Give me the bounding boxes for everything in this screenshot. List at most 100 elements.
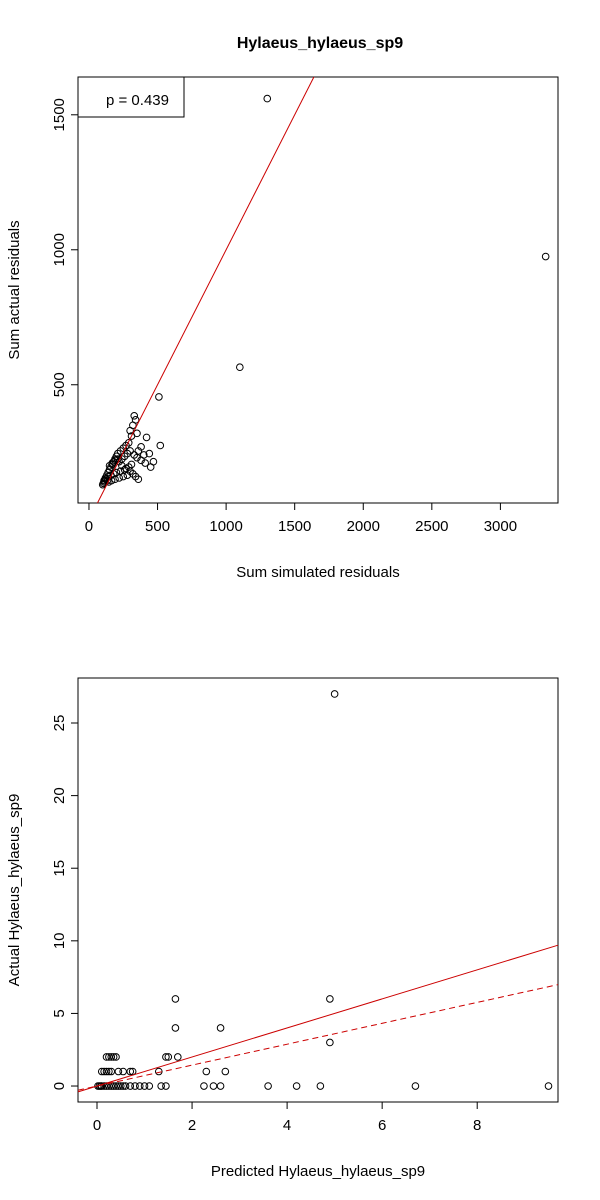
data-point bbox=[541, 252, 550, 261]
data-point bbox=[124, 438, 133, 447]
data-point bbox=[171, 1024, 180, 1032]
data-point bbox=[171, 995, 180, 1003]
data-point bbox=[129, 470, 137, 478]
x-axis: 0 500 1000 1500 2000 2500 3000 bbox=[85, 503, 517, 535]
data-point bbox=[200, 1082, 208, 1090]
data-point bbox=[145, 1082, 154, 1090]
y-axis: 0 5 10 15 20 25 bbox=[51, 715, 78, 1090]
data-point bbox=[326, 1038, 334, 1047]
data-point bbox=[164, 1053, 173, 1061]
data-point bbox=[100, 476, 108, 485]
data-point bbox=[130, 412, 139, 420]
data-points bbox=[98, 94, 550, 489]
y-tick-label: 1500 bbox=[51, 98, 68, 131]
fit-line-dashed bbox=[77, 984, 559, 1091]
data-point bbox=[119, 1082, 127, 1090]
data-point bbox=[105, 1067, 113, 1076]
data-point bbox=[123, 471, 132, 479]
data-point bbox=[116, 1082, 125, 1090]
legend-text: p = 0.439 bbox=[106, 92, 169, 109]
x-axis: 0 2 4 6 8 bbox=[93, 1102, 481, 1134]
data-point bbox=[292, 1082, 301, 1090]
data-point bbox=[126, 426, 134, 435]
data-point bbox=[174, 1053, 182, 1061]
data-point bbox=[102, 1067, 111, 1076]
data-point bbox=[154, 1067, 163, 1076]
data-point bbox=[119, 1067, 127, 1076]
data-point bbox=[114, 1067, 123, 1076]
x-axis-label: Predicted Hylaeus_hylaeus_sp9 bbox=[211, 1163, 425, 1180]
data-point bbox=[123, 449, 132, 458]
chart-title: Hylaeus_hylaeus_sp9 bbox=[237, 35, 403, 52]
data-point bbox=[162, 1053, 170, 1061]
data-point bbox=[544, 1082, 553, 1090]
data-point bbox=[105, 461, 114, 470]
x-tick-label: 2000 bbox=[347, 518, 380, 535]
y-tick-label: 1000 bbox=[51, 233, 68, 266]
data-point bbox=[145, 449, 154, 458]
data-point bbox=[156, 441, 165, 450]
predicted-actual-chart: 0 2 4 6 8 0 5 10 15 20 25 Predicted Hylaeus_hylae… bbox=[6, 677, 559, 1180]
y-tick-label: 25 bbox=[51, 715, 68, 732]
data-point bbox=[112, 1082, 120, 1090]
y-tick-label: 5 bbox=[51, 1009, 68, 1017]
data-point bbox=[107, 1067, 116, 1076]
data-point bbox=[118, 461, 126, 470]
data-point bbox=[102, 1053, 111, 1061]
data-point bbox=[122, 441, 130, 450]
data-points bbox=[94, 690, 553, 1090]
data-point bbox=[140, 1082, 149, 1090]
data-point bbox=[114, 1082, 123, 1090]
data-point bbox=[126, 1067, 135, 1076]
data-point bbox=[236, 363, 244, 372]
data-point bbox=[94, 1082, 102, 1090]
data-point bbox=[109, 1082, 118, 1090]
data-point bbox=[135, 1082, 144, 1090]
data-point bbox=[131, 472, 140, 481]
legend-box bbox=[77, 76, 185, 118]
y-axis-label: Sum actual residuals bbox=[6, 220, 23, 359]
data-point bbox=[264, 1082, 272, 1090]
data-point bbox=[107, 1053, 116, 1061]
data-point bbox=[411, 1082, 420, 1090]
x-tick-label: 1000 bbox=[209, 518, 242, 535]
y-tick-label: 15 bbox=[51, 860, 68, 877]
data-point bbox=[142, 433, 151, 442]
x-tick-label: 6 bbox=[378, 1117, 386, 1134]
data-point bbox=[119, 472, 128, 481]
x-tick-label: 8 bbox=[473, 1117, 481, 1134]
fit-line bbox=[97, 76, 315, 504]
x-tick-label: 0 bbox=[85, 518, 93, 535]
data-point bbox=[133, 453, 141, 462]
y-tick-label: 500 bbox=[51, 372, 68, 397]
data-point bbox=[202, 1067, 211, 1076]
x-axis-label: Sum simulated residuals bbox=[236, 564, 399, 581]
data-point bbox=[101, 475, 110, 484]
data-point bbox=[115, 474, 123, 482]
y-axis-label: Actual Hylaeus_hylaeus_sp9 bbox=[6, 794, 23, 987]
data-point bbox=[131, 1082, 139, 1090]
data-point bbox=[126, 1082, 135, 1090]
x-tick-label: 500 bbox=[145, 518, 170, 535]
data-point bbox=[100, 1067, 108, 1076]
data-point bbox=[209, 1082, 218, 1090]
data-point bbox=[97, 1067, 106, 1076]
data-point bbox=[126, 447, 134, 455]
plot-frame bbox=[77, 677, 559, 1103]
data-point bbox=[162, 1082, 170, 1090]
data-point bbox=[111, 475, 119, 484]
data-point bbox=[112, 1053, 120, 1061]
data-point bbox=[221, 1067, 230, 1076]
x-tick-label: 2 bbox=[188, 1117, 196, 1134]
x-tick-label: 2500 bbox=[415, 518, 448, 535]
data-point bbox=[105, 1053, 113, 1061]
data-point bbox=[216, 1082, 225, 1090]
x-tick-label: 0 bbox=[93, 1117, 101, 1134]
data-point bbox=[127, 432, 136, 440]
data-point bbox=[130, 451, 139, 459]
data-point bbox=[141, 459, 149, 467]
data-point bbox=[134, 475, 143, 484]
x-tick-label: 4 bbox=[283, 1117, 291, 1134]
y-tick-label: 10 bbox=[51, 932, 68, 949]
